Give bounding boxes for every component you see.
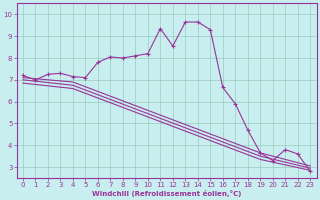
X-axis label: Windchill (Refroidissement éolien,°C): Windchill (Refroidissement éolien,°C)	[92, 190, 241, 197]
